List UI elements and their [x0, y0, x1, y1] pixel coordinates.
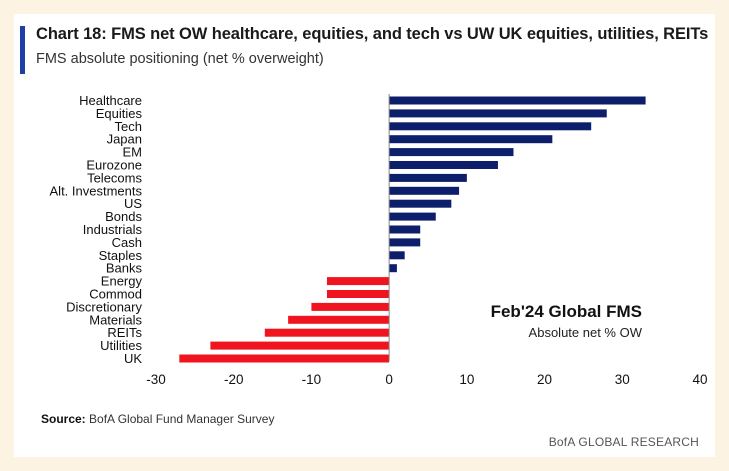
category-label: Japan — [107, 132, 142, 147]
category-label: UK — [124, 351, 142, 366]
bar-us — [389, 199, 452, 208]
category-label: Banks — [106, 261, 143, 276]
x-tick-label: -20 — [224, 372, 244, 387]
bar-bonds — [389, 212, 436, 221]
chart-subtitle: FMS absolute positioning (net % overweig… — [36, 51, 324, 67]
bars — [179, 96, 646, 363]
bar-japan — [389, 135, 553, 144]
x-tick-labels: -30 -20 -10 0 10 20 30 40 — [146, 372, 707, 387]
source-label: Source: — [41, 412, 86, 426]
category-label: Telecoms — [87, 170, 142, 185]
category-label: Bonds — [105, 209, 142, 224]
category-label: Energy — [101, 274, 143, 289]
category-label: Equities — [96, 106, 143, 121]
bar-reits — [264, 328, 390, 337]
bar-alt-investments — [389, 186, 460, 195]
category-label: Healthcare — [79, 93, 142, 108]
category-label: Materials — [89, 312, 142, 327]
category-label: Cash — [112, 235, 142, 250]
bar-chart: HealthcareEquitiesTechJapanEMEurozoneTel… — [50, 93, 708, 387]
source-note: Source: BofA Global Fund Manager Survey — [41, 412, 274, 426]
bar-energy — [326, 277, 390, 286]
bar-banks — [389, 264, 397, 273]
category-label: US — [124, 196, 142, 211]
source-text: BofA Global Fund Manager Survey — [85, 412, 275, 426]
bar-healthcare — [389, 96, 646, 105]
bar-tech — [389, 122, 592, 131]
bar-uk — [179, 354, 390, 363]
bar-industrials — [389, 225, 421, 234]
x-tick-label: -30 — [146, 372, 166, 387]
category-label: Industrials — [83, 222, 143, 237]
category-label: Commod — [89, 287, 142, 302]
bar-eurozone — [389, 161, 498, 169]
x-tick-label: 20 — [537, 372, 552, 387]
bar-staples — [389, 251, 405, 260]
category-label: EM — [123, 145, 143, 160]
chart-card: Chart 18: FMS net OW healthcare, equitie… — [14, 14, 715, 457]
category-label: Tech — [115, 119, 142, 134]
bar-cash — [389, 238, 421, 247]
brand-label: BofA GLOBAL RESEARCH — [548, 435, 699, 449]
category-label: Eurozone — [86, 158, 142, 173]
category-label: Discretionary — [66, 299, 142, 314]
chart-title: Chart 18: FMS net OW healthcare, equitie… — [36, 25, 709, 43]
category-labels: HealthcareEquitiesTechJapanEMEurozoneTel… — [50, 93, 143, 366]
bar-equities — [389, 109, 607, 118]
category-label: Utilities — [100, 338, 142, 353]
annotation-title: Feb'24 Global FMS — [491, 302, 642, 321]
bar-telecoms — [389, 173, 467, 182]
bar-materials — [288, 315, 390, 324]
x-tick-label: 40 — [692, 372, 707, 387]
annotation-subtitle: Absolute net % OW — [529, 325, 643, 340]
x-tick-label: 10 — [459, 372, 474, 387]
category-label: Staples — [99, 248, 143, 263]
bar-commod — [326, 290, 390, 298]
x-tick-label: 0 — [385, 372, 393, 387]
category-label: REITs — [107, 325, 142, 340]
category-label: Alt. Investments — [50, 183, 143, 198]
x-tick-label: 30 — [615, 372, 630, 387]
bar-utilities — [210, 341, 390, 350]
bar-em — [389, 148, 514, 157]
title-accent-bar — [20, 26, 25, 74]
bar-discretionary — [311, 302, 390, 311]
x-tick-label: -10 — [302, 372, 322, 387]
